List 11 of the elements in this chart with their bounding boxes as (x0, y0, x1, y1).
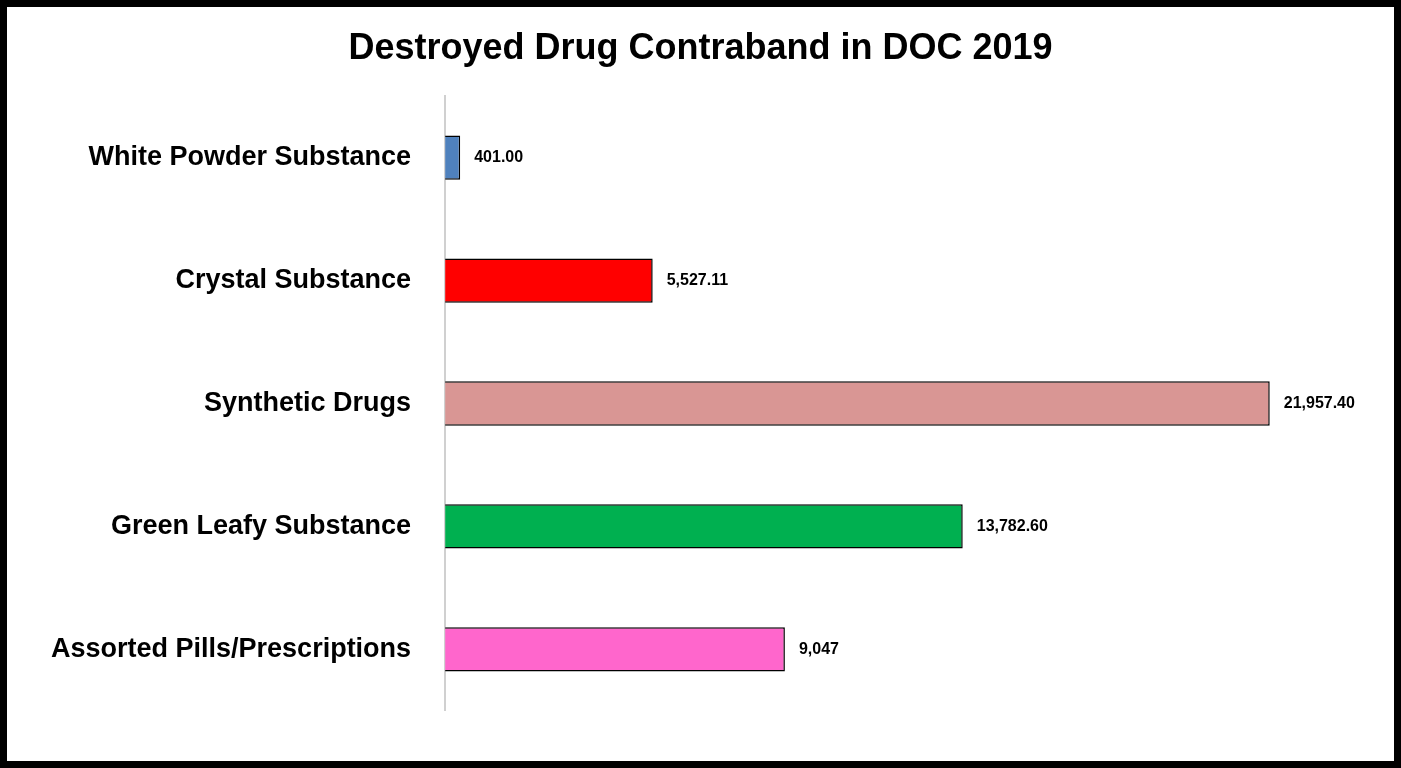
data-label: 13,782.60 (976, 516, 1049, 534)
data-label: 401.00 (474, 148, 524, 166)
data-label: 5,527.11 (666, 270, 729, 288)
y-tick-label: Crystal Substance (175, 264, 412, 295)
data-label: 21,957.40 (1283, 393, 1356, 411)
chart-title: Destroyed Drug Contraband in DOC 2019 (348, 25, 1053, 67)
y-tick-label: White Powder Substance (88, 141, 412, 172)
y-tick-label: Green Leafy Substance (111, 509, 412, 540)
y-tick-label: Synthetic Drugs (204, 386, 412, 417)
y-tick-label: Assorted Pills/Prescriptions (51, 632, 412, 663)
data-label: 9,047 (798, 639, 840, 657)
